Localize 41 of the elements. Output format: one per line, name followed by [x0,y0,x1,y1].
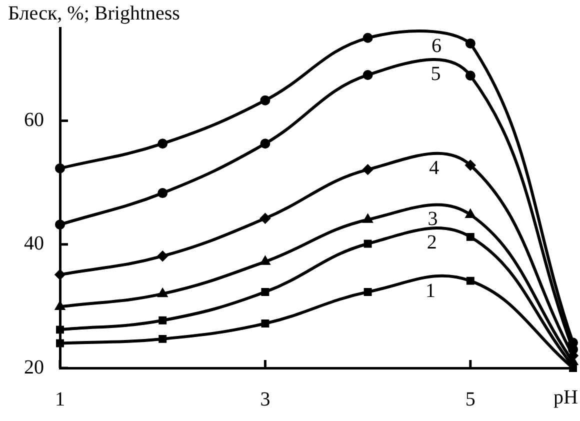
point [158,251,168,262]
point [260,213,270,224]
point [568,338,578,348]
point [158,334,167,343]
x-tick-label: 1 [55,388,65,410]
series-label: 2 [426,231,437,254]
y-tick-label: 40 [24,232,44,255]
point [56,326,64,334]
point [364,288,372,296]
point [55,270,65,280]
point [364,240,372,248]
point [260,95,270,106]
point [158,138,168,149]
point [55,163,65,174]
series-label: 3 [428,208,438,230]
point [261,320,270,328]
point [55,302,65,310]
point [261,288,270,296]
x-tick-label: 5 [465,388,476,410]
series-label: 1 [425,280,436,302]
point [55,220,65,230]
point [465,160,476,170]
point [465,38,476,48]
point [362,164,373,175]
point [362,32,373,43]
point [465,70,476,81]
y-tick-label: 20 [24,356,44,378]
y-axis-title: Блеск, %; Brightness [8,2,180,24]
point [158,188,168,198]
point [466,276,474,285]
series-label: 4 [429,156,440,179]
x-tick-label: 3 [260,388,270,410]
series-label: 6 [431,35,442,58]
point [362,70,373,80]
point [158,316,167,324]
x-axis-title: pH [554,386,578,408]
series-label: 5 [430,62,441,85]
point [466,232,474,241]
y-tick-label: 60 [24,108,44,131]
point [260,138,270,149]
point [56,339,64,348]
